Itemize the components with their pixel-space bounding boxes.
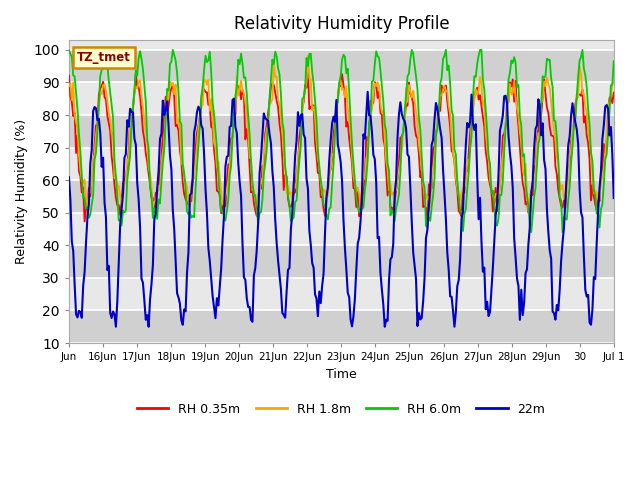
Bar [69, 115, 614, 147]
Bar [69, 50, 614, 83]
Bar [69, 147, 614, 180]
Y-axis label: Relativity Humidity (%): Relativity Humidity (%) [15, 119, 28, 264]
Bar [69, 311, 614, 343]
Bar [69, 180, 614, 213]
Bar [69, 213, 614, 245]
Legend: RH 0.35m, RH 1.8m, RH 6.0m, 22m: RH 0.35m, RH 1.8m, RH 6.0m, 22m [132, 398, 550, 421]
Bar [69, 278, 614, 311]
Bar [69, 245, 614, 278]
Text: TZ_tmet: TZ_tmet [77, 51, 131, 64]
Title: Relativity Humidity Profile: Relativity Humidity Profile [234, 15, 449, 33]
Bar [69, 83, 614, 115]
X-axis label: Time: Time [326, 368, 356, 381]
